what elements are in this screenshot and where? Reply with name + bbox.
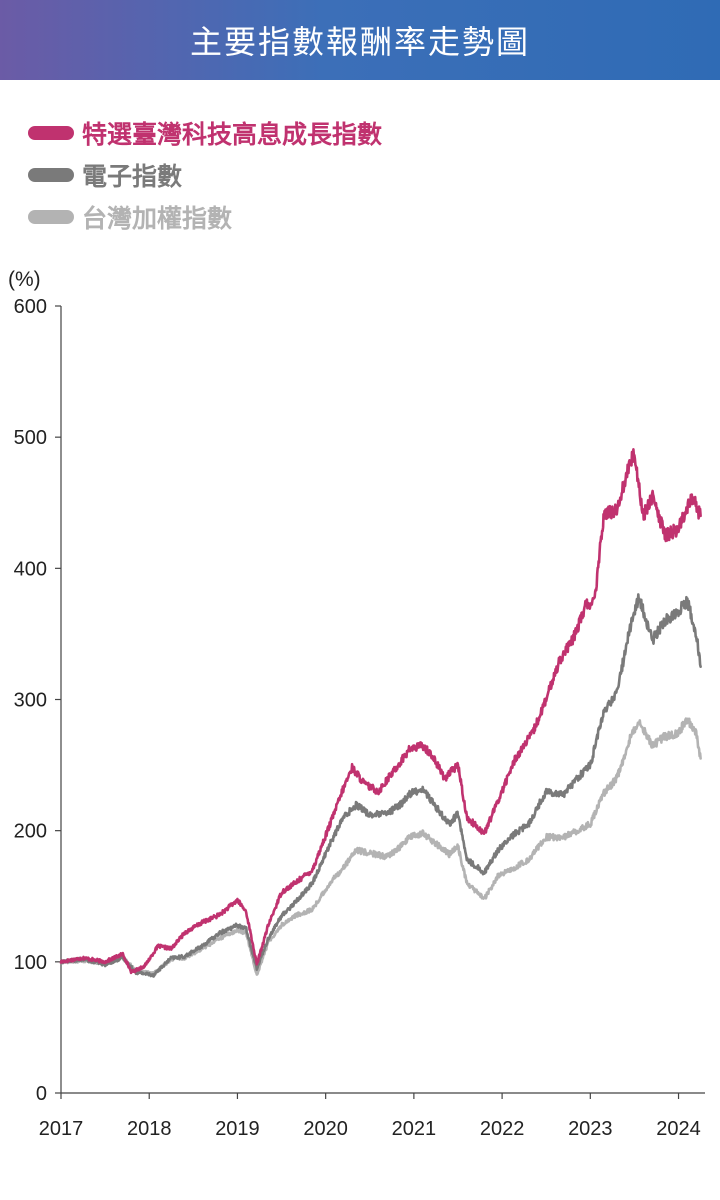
- legend-item: 特選臺灣科技高息成長指數: [28, 112, 382, 154]
- series-layer: [59, 448, 702, 978]
- x-tick-label: 2017: [39, 1118, 84, 1140]
- y-tick-label: 400: [14, 558, 47, 580]
- y-tick-label: 300: [14, 690, 47, 712]
- legend-label: 電子指數: [82, 162, 183, 191]
- y-tick-label: 500: [14, 427, 47, 449]
- legend-swatch: [28, 126, 74, 140]
- x-tick-label: 2021: [392, 1118, 437, 1140]
- x-tick-label: 2020: [303, 1118, 348, 1140]
- x-tick-label: 2018: [127, 1118, 172, 1140]
- legend-item: 電子指數: [28, 154, 382, 196]
- series-line: [59, 717, 702, 977]
- y-tick-label: 100: [14, 952, 47, 974]
- x-tick-label: 2024: [656, 1118, 701, 1140]
- line-chart: (%) 0 100 200 300 400 500 600 2017 2018 2019 2020 2…: [8, 268, 705, 1140]
- legend-swatch: [28, 168, 74, 182]
- y-axis-unit-label: (%): [8, 268, 41, 291]
- y-tick-label: 200: [14, 821, 47, 843]
- legend-swatch: [28, 210, 74, 224]
- legend-label: 台灣加權指數: [82, 204, 233, 233]
- legend-item: 台灣加權指數: [28, 196, 382, 238]
- chart-header: 主要指數報酬率走勢圖: [0, 0, 720, 80]
- x-tick-label: 2019: [215, 1118, 260, 1140]
- x-tick-label: 2022: [480, 1118, 525, 1140]
- axes: 0 100 200 300 400 500 600 2017 2018 2019 2020 2021 2…: [14, 296, 705, 1140]
- y-tick-label: 0: [36, 1083, 47, 1105]
- series-line: [59, 593, 702, 978]
- chart-title: 主要指數報酬率走勢圖: [189, 23, 530, 61]
- y-tick-label: 600: [14, 296, 47, 318]
- legend-label: 特選臺灣科技高息成長指數: [82, 120, 383, 149]
- chart-legend: 特選臺灣科技高息成長指數 電子指數 台灣加權指數: [28, 112, 382, 238]
- series-line: [59, 448, 702, 975]
- x-tick-label: 2023: [568, 1118, 613, 1140]
